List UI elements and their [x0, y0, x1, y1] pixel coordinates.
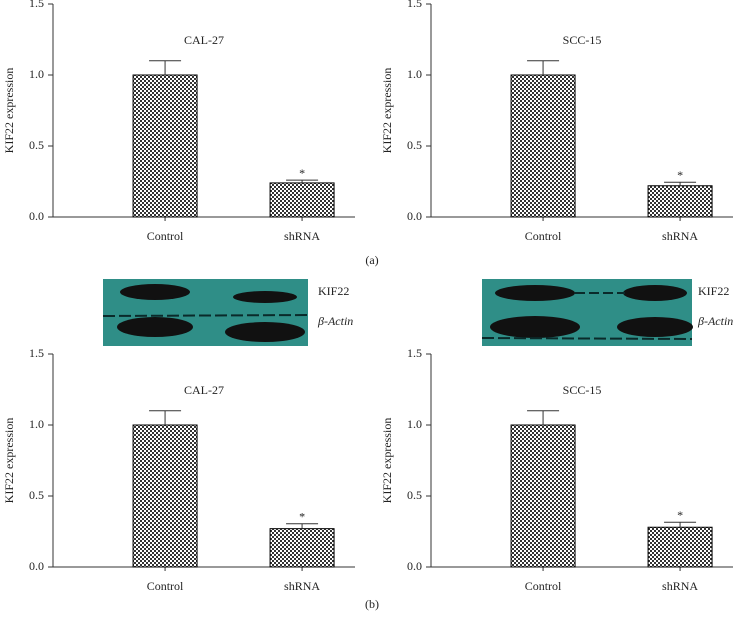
y-tick-label: 1.5	[29, 0, 44, 10]
significance-marker: *	[299, 509, 305, 523]
bar	[269, 528, 335, 568]
y-tick-label: 1.5	[407, 346, 422, 360]
bar	[510, 74, 576, 218]
bar	[647, 526, 713, 568]
blot-label: β-Actin	[317, 314, 353, 328]
blot-image	[102, 279, 309, 346]
chart-title: CAL-27	[184, 383, 224, 397]
y-tick-label: 1.0	[29, 67, 44, 81]
significance-marker: *	[299, 166, 305, 180]
significance-marker: *	[677, 168, 683, 182]
y-axis-label: KIF22 expression	[380, 68, 394, 154]
y-tick-label: 1.5	[407, 0, 422, 10]
x-tick-label: shRNA	[284, 229, 320, 243]
y-tick-label: 0.5	[407, 138, 422, 152]
blot-label: KIF22	[698, 284, 729, 298]
x-tick-label: Control	[147, 229, 184, 243]
x-tick-label: shRNA	[662, 229, 698, 243]
y-tick-label: 1.5	[29, 346, 44, 360]
y-tick-label: 0.0	[29, 559, 44, 573]
chart-title: SCC-15	[563, 383, 602, 397]
y-tick-label: 0.5	[407, 488, 422, 502]
y-axis-label: KIF22 expression	[2, 418, 16, 504]
y-tick-label: 1.0	[407, 67, 422, 81]
bar	[269, 182, 335, 218]
x-tick-label: shRNA	[662, 579, 698, 593]
y-axis-label: KIF22 expression	[2, 68, 16, 154]
bar	[647, 185, 713, 218]
y-tick-label: 0.5	[29, 488, 44, 502]
y-tick-label: 1.0	[29, 417, 44, 431]
bar	[132, 74, 198, 218]
chart-title: CAL-27	[184, 33, 224, 47]
blot-image	[481, 279, 693, 346]
blot-label: β-Actin	[697, 314, 733, 328]
y-axis-label: KIF22 expression	[380, 418, 394, 504]
y-tick-label: 0.5	[29, 138, 44, 152]
panel-label: (a)	[365, 253, 378, 267]
y-tick-label: 0.0	[407, 209, 422, 223]
bar	[132, 424, 198, 568]
significance-marker: *	[677, 508, 683, 522]
chart-title: SCC-15	[563, 33, 602, 47]
blot-label: KIF22	[318, 284, 349, 298]
bar	[510, 424, 576, 568]
x-tick-label: Control	[147, 579, 184, 593]
y-tick-label: 0.0	[29, 209, 44, 223]
y-tick-label: 1.0	[407, 417, 422, 431]
x-tick-label: Control	[525, 579, 562, 593]
x-tick-label: Control	[525, 229, 562, 243]
panel-label: (b)	[365, 597, 379, 611]
x-tick-label: shRNA	[284, 579, 320, 593]
y-tick-label: 0.0	[407, 559, 422, 573]
